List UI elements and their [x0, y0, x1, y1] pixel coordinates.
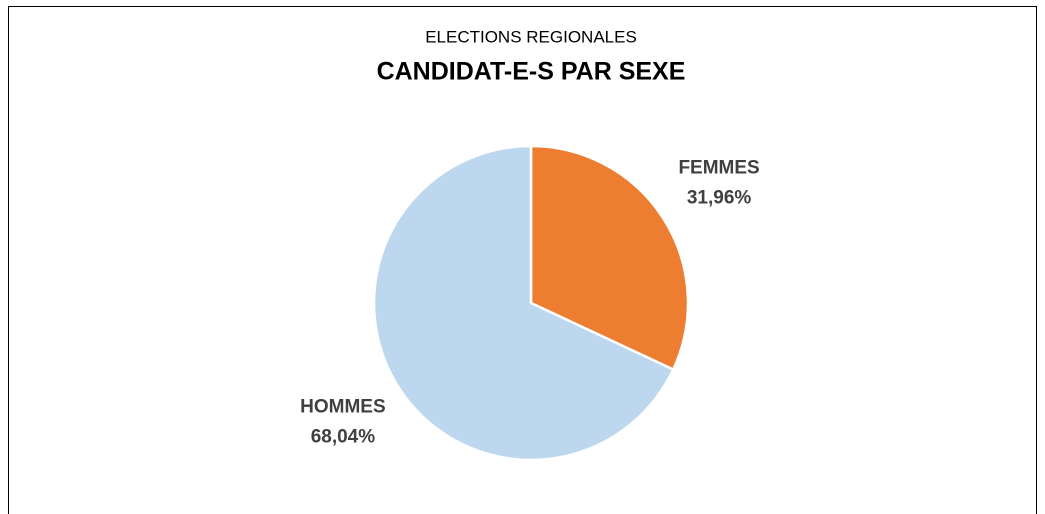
slice-value-label: 68,04%: [311, 427, 376, 448]
slice-value-label: 31,96%: [687, 187, 752, 208]
slice-label: FEMMES: [678, 157, 759, 178]
pie-slice: [529, 144, 690, 372]
chart-title: CANDIDAT-E-S PAR SEXE: [377, 58, 686, 86]
chart-subtitle: ELECTIONS REGIONALES: [425, 27, 637, 46]
slice-label: HOMMES: [300, 397, 386, 418]
chart-border: [8, 6, 1037, 514]
pie-slice: [372, 144, 675, 462]
